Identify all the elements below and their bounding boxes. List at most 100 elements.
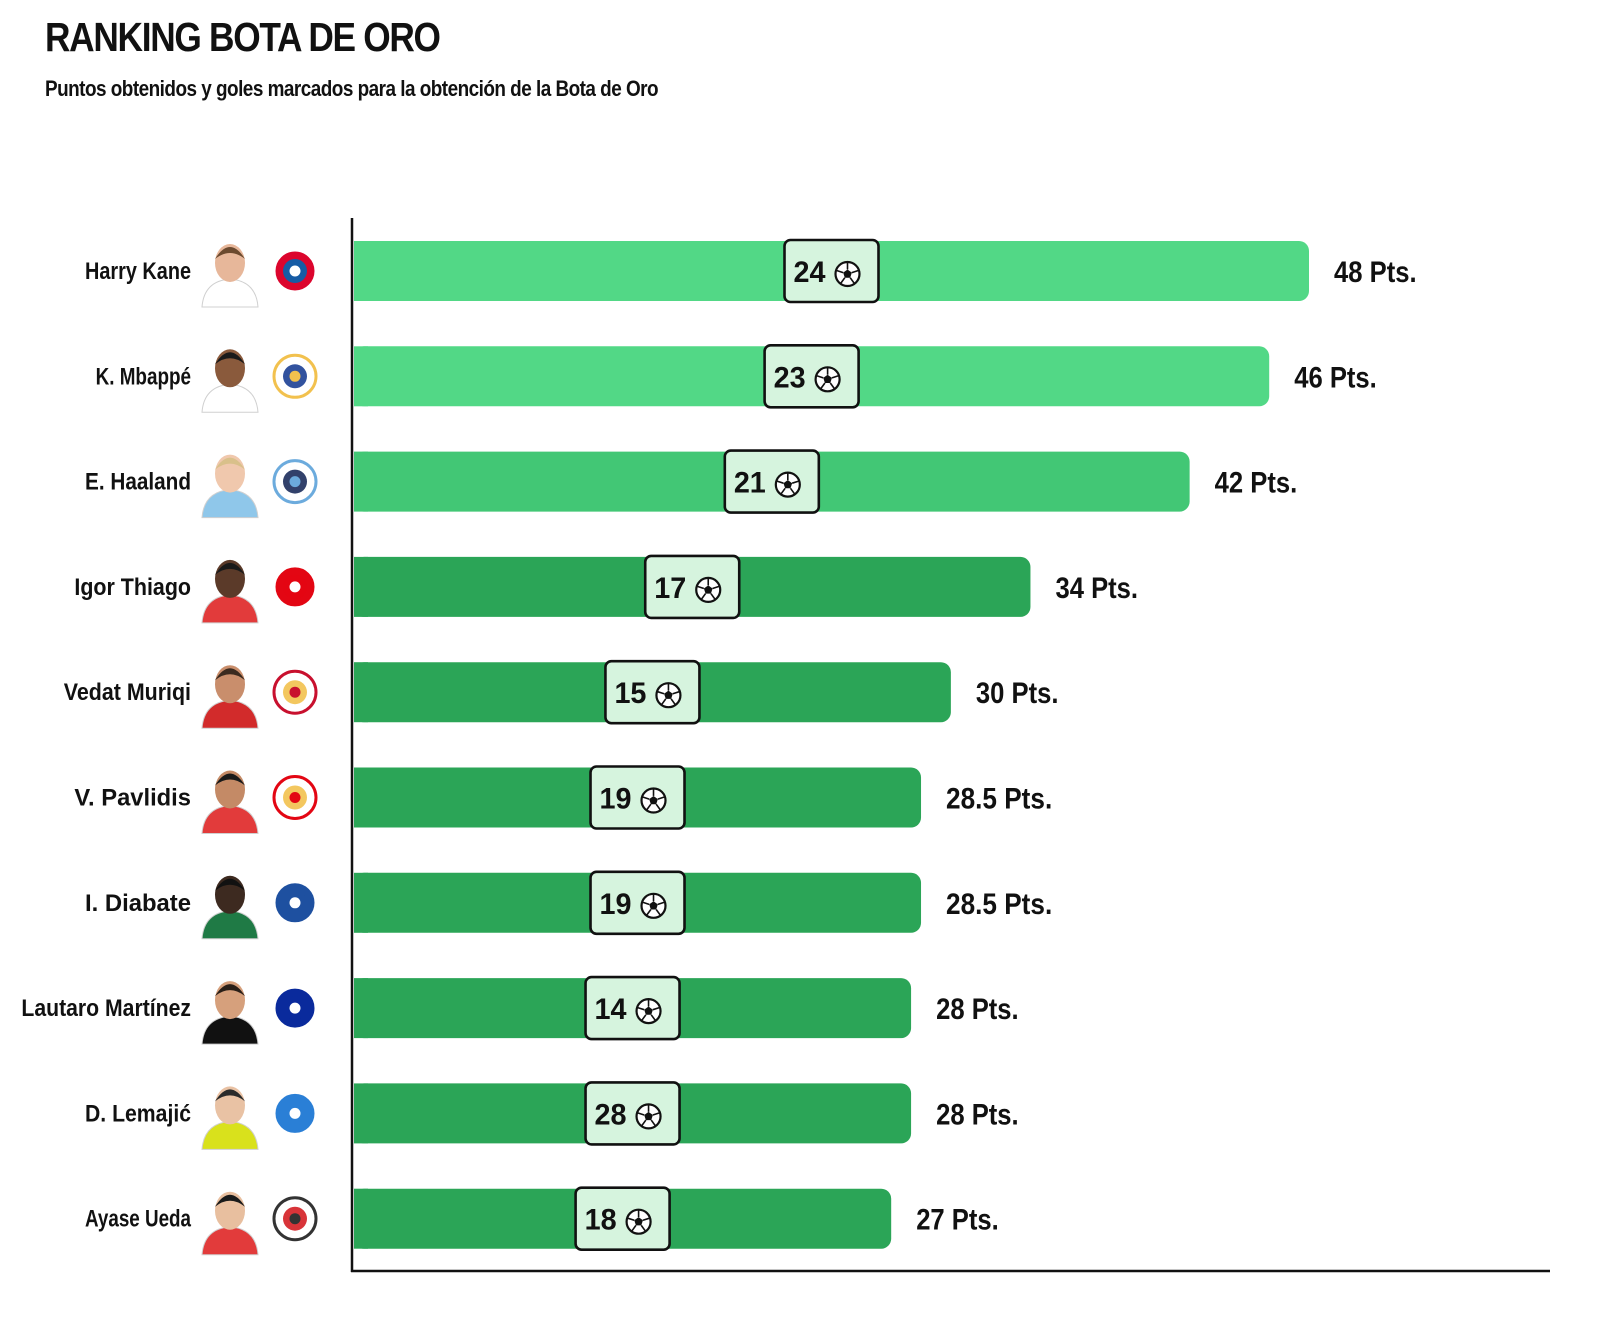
goals-badge-box [723, 449, 821, 514]
player-row: V. Pavlidis 19 28.5 Pts. [74, 765, 1052, 834]
soccer-ball-seam [650, 1119, 656, 1127]
player-shirt [201, 1120, 259, 1150]
goals-value: 21 [734, 467, 766, 500]
soccer-ball-seam [712, 585, 720, 590]
player-shirt [201, 910, 259, 940]
brentford-crest [272, 564, 318, 610]
soccer-ball-pentagon [634, 1217, 643, 1226]
player-row: I. Diabate 19 28.5 Pts. [85, 870, 1052, 940]
soccer-ball-seam [641, 1119, 647, 1127]
player-avatar [201, 981, 259, 1045]
player-avatar [201, 770, 259, 834]
crest-dot [289, 265, 301, 277]
player-avatar [201, 1191, 259, 1256]
goals-badge: 23 [763, 343, 860, 409]
bar-left-cap [354, 662, 368, 723]
soccer-ball-seam [672, 690, 680, 695]
bar-left-cap [354, 346, 368, 407]
player-hair [215, 878, 245, 891]
goals-badge: 28 [584, 1081, 681, 1146]
points-label: 46 Pts. [1294, 361, 1377, 394]
goals-value: 23 [774, 361, 806, 394]
rfs-crest [272, 1090, 318, 1136]
soccer-ball-seam [661, 698, 667, 705]
goals-value: 17 [654, 572, 686, 605]
player-shirt [201, 804, 259, 834]
soccer-ball-seam [840, 277, 846, 284]
player-row: Vedat Muriqi 15 30 Pts. [64, 659, 1058, 729]
chart-subtitle: Puntos obtenidos y goles marcados para l… [45, 76, 659, 101]
points-label: 28 Pts. [936, 993, 1019, 1026]
soccer-ball-icon [635, 997, 662, 1025]
goals-badge-box [584, 1081, 681, 1146]
mallorca-crest [272, 669, 318, 715]
player-avatar [201, 875, 259, 940]
player-name: I. Diabate [85, 890, 191, 917]
soccer-ball-seam [641, 1014, 647, 1021]
soccer-ball-seam [776, 480, 784, 484]
player-shirt [201, 1226, 259, 1256]
soccer-ball-seam [631, 1224, 637, 1232]
goals-badge: 24 [783, 238, 880, 304]
soccer-ball-seam [657, 901, 665, 906]
goals-badge: 17 [643, 554, 741, 620]
player-shirt [201, 594, 259, 624]
goals-badge-box [574, 1186, 671, 1251]
player-avatar [201, 559, 259, 624]
player-row: Lautaro Martínez 14 28 Pts. [21, 975, 1019, 1045]
player-shirt [201, 1015, 259, 1045]
soccer-ball-seam [652, 1006, 660, 1011]
points-label: 28.5 Pts. [946, 783, 1052, 816]
goals-badge-box [604, 659, 701, 725]
soccer-ball-seam [655, 803, 661, 811]
soccer-ball-seam [791, 480, 799, 484]
bar-left-cap [354, 872, 368, 933]
chart-title: RANKING BOTA DE ORO [45, 14, 441, 60]
soccer-ball-seam [851, 269, 859, 274]
soccer-ball-pentagon [664, 690, 673, 699]
player-shirt [201, 383, 259, 413]
soccer-ball-pentagon [703, 585, 713, 594]
points-label: 28 Pts. [936, 1098, 1019, 1131]
player-row: D. Lemajić 28 28 Pts. [85, 1081, 1019, 1150]
player-row: E. Haaland 21 42 Pts. [85, 449, 1298, 519]
points-label: 27 Pts. [916, 1204, 999, 1237]
player-row: K. Mbappé 23 46 Pts. [96, 343, 1377, 413]
points-label: 42 Pts. [1215, 467, 1298, 500]
benfica-crest [272, 775, 318, 820]
player-shirt [201, 699, 259, 729]
goals-badge-box [589, 765, 686, 830]
bar-left-cap [354, 241, 368, 301]
soccer-ball-pentagon [649, 795, 658, 805]
soccer-ball-pentagon [649, 901, 658, 910]
player-name: Igor Thiago [74, 574, 191, 601]
player-avatar [201, 349, 259, 413]
soccer-ball-icon [695, 576, 722, 604]
soccer-ball-seam [627, 1217, 635, 1222]
bar-left-cap [354, 451, 368, 512]
bar-left-cap [354, 978, 368, 1039]
soccer-ball-seam [642, 796, 650, 800]
goals-badge: 19 [589, 870, 686, 936]
bar-left-cap [354, 1188, 368, 1249]
inter-crest [272, 985, 318, 1031]
goals-badge-box [589, 870, 686, 936]
goals-value: 18 [585, 1204, 617, 1237]
points-label: 34 Pts. [1055, 572, 1138, 605]
soccer-ball-seam [640, 1224, 646, 1232]
bar-left-cap [354, 556, 368, 617]
soccer-ball-icon [655, 682, 682, 709]
player-hair [215, 1089, 245, 1102]
soccer-ball-pentagon [644, 1006, 653, 1015]
soccer-ball-seam [652, 1112, 660, 1116]
soccer-ball-icon [834, 260, 861, 288]
bayern-munich-crest [272, 248, 318, 294]
soccer-ball-pentagon [823, 374, 832, 383]
soccer-ball-seam [646, 909, 652, 916]
soccer-ball-seam [642, 1217, 650, 1222]
manchester-city-crest [272, 459, 318, 505]
soccer-ball-icon [814, 366, 841, 393]
soccer-ball-icon [640, 892, 667, 919]
soccer-ball-seam [657, 690, 665, 695]
